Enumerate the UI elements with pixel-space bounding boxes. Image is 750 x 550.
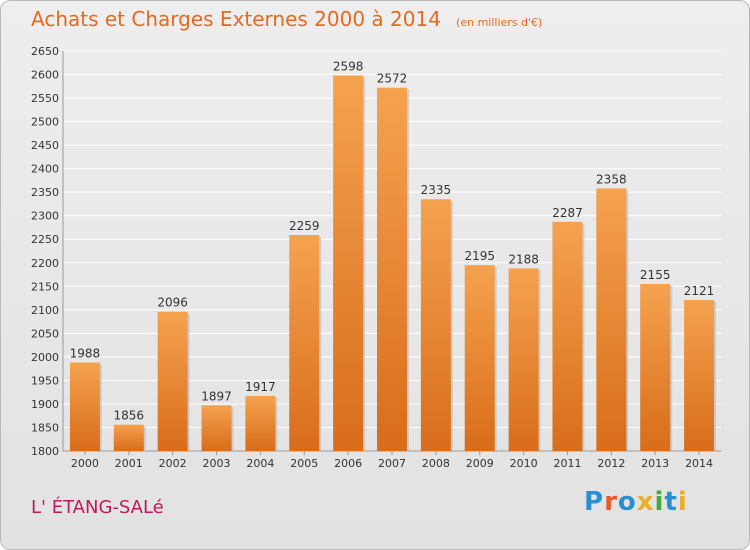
bar bbox=[157, 311, 188, 451]
logo-letter: i bbox=[654, 487, 665, 517]
chart-subtitle: (en milliers d'€) bbox=[456, 16, 543, 29]
x-tick-label: 2003 bbox=[203, 457, 231, 470]
x-tick-label: 2005 bbox=[290, 457, 318, 470]
x-tick-label: 2013 bbox=[641, 457, 669, 470]
bar-value-label: 2195 bbox=[464, 249, 495, 263]
y-tick-label: 2300 bbox=[31, 210, 59, 223]
chart-title: Achats et Charges Externes 2000 à 2014 bbox=[31, 7, 441, 31]
y-tick-label: 1850 bbox=[31, 421, 59, 434]
bar bbox=[420, 199, 451, 451]
bar-value-label: 2572 bbox=[377, 72, 408, 86]
bar bbox=[552, 221, 583, 451]
bar-value-label: 2598 bbox=[333, 59, 364, 73]
bar-value-label: 2121 bbox=[684, 284, 715, 298]
x-tick-label: 2001 bbox=[115, 457, 143, 470]
bar bbox=[684, 299, 715, 451]
bar bbox=[245, 395, 276, 451]
bar-value-label: 2358 bbox=[596, 172, 627, 186]
x-tick-label: 2009 bbox=[466, 457, 494, 470]
logo-letter: t bbox=[664, 487, 678, 517]
y-tick-label: 2500 bbox=[31, 116, 59, 129]
logo-letter: x bbox=[636, 487, 655, 517]
logo-letter: P bbox=[584, 487, 605, 517]
y-tick-label: 2050 bbox=[31, 327, 59, 340]
bar bbox=[113, 424, 144, 451]
logo-letter: o bbox=[617, 487, 637, 517]
bar-value-label: 2155 bbox=[640, 268, 671, 282]
logo-letter: i bbox=[677, 487, 688, 517]
bar bbox=[333, 75, 364, 452]
y-tick-label: 2650 bbox=[31, 45, 59, 58]
bar bbox=[201, 405, 232, 451]
bar-value-label: 2096 bbox=[157, 296, 188, 310]
bar-value-label: 2259 bbox=[289, 219, 320, 233]
y-tick-label: 2150 bbox=[31, 280, 59, 293]
bar-value-label: 2287 bbox=[552, 206, 583, 220]
proxiti-logo: Proxiti bbox=[584, 487, 688, 517]
bar bbox=[508, 268, 539, 451]
y-tick-label: 2350 bbox=[31, 186, 59, 199]
y-tick-label: 1900 bbox=[31, 398, 59, 411]
bar bbox=[640, 283, 671, 451]
x-tick-label: 2002 bbox=[159, 457, 187, 470]
y-tick-label: 2000 bbox=[31, 351, 59, 364]
y-tick-label: 2250 bbox=[31, 233, 59, 246]
y-tick-label: 2550 bbox=[31, 92, 59, 105]
x-tick-label: 2004 bbox=[246, 457, 274, 470]
bar bbox=[289, 235, 320, 451]
bar-value-label: 2188 bbox=[508, 252, 539, 266]
x-tick-label: 2008 bbox=[422, 457, 450, 470]
bar-value-label: 2335 bbox=[421, 183, 452, 197]
y-tick-label: 2100 bbox=[31, 304, 59, 317]
y-tick-label: 2450 bbox=[31, 139, 59, 152]
x-tick-label: 2014 bbox=[685, 457, 713, 470]
x-tick-label: 2007 bbox=[378, 457, 406, 470]
bar-value-label: 1856 bbox=[114, 409, 145, 423]
bar-value-label: 1988 bbox=[70, 347, 101, 361]
x-tick-label: 2010 bbox=[510, 457, 538, 470]
bar-value-label: 1917 bbox=[245, 380, 276, 394]
bar bbox=[69, 362, 100, 451]
y-tick-label: 1950 bbox=[31, 374, 59, 387]
logo-letter: r bbox=[604, 487, 618, 517]
y-tick-label: 1800 bbox=[31, 445, 59, 458]
x-tick-label: 2011 bbox=[553, 457, 581, 470]
y-tick-label: 2400 bbox=[31, 163, 59, 176]
bar-value-label: 1897 bbox=[201, 389, 232, 403]
x-tick-label: 2012 bbox=[597, 457, 625, 470]
bar bbox=[464, 265, 495, 451]
y-tick-label: 2600 bbox=[31, 69, 59, 82]
y-tick-label: 2200 bbox=[31, 257, 59, 270]
bar bbox=[596, 188, 627, 452]
location-name: L' ÉTANG-SALé bbox=[31, 497, 164, 518]
x-tick-label: 2006 bbox=[334, 457, 362, 470]
bar bbox=[377, 87, 407, 452]
x-tick-label: 2000 bbox=[71, 457, 99, 470]
title-row: Achats et Charges Externes 2000 à 2014 (… bbox=[31, 7, 542, 31]
